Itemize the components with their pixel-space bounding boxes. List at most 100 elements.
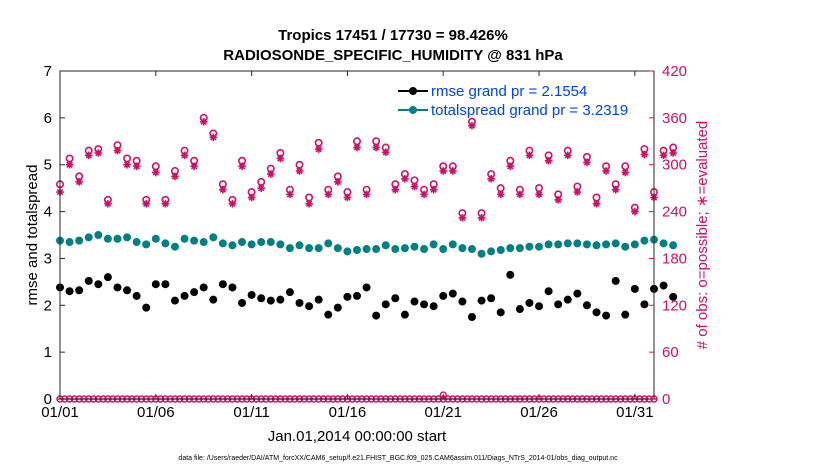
- totalspread-point: [324, 239, 333, 248]
- evaluated-obs-marker: [640, 150, 649, 159]
- evaluated-obs-marker: [516, 190, 524, 199]
- evaluated-obs-marker-stroke: [200, 118, 207, 125]
- evaluated-obs-marker: [353, 143, 361, 152]
- legend-marker-totalspread: [409, 106, 417, 114]
- y-axis-label-right: # of obs: o=possible; ∗=evaluated: [694, 121, 711, 350]
- rmse-point: [372, 311, 381, 320]
- totalspread-point: [113, 234, 122, 243]
- x-tick-label: 01/26: [520, 404, 558, 421]
- evaluated-obs-marker: [525, 151, 534, 160]
- evaluated-obs-marker: [410, 182, 419, 191]
- evaluated-obs-marker-stroke: [593, 200, 600, 207]
- evaluated-obs-marker: [142, 199, 151, 208]
- y-tick-label-right: 300: [662, 157, 687, 174]
- plot-frame: [59, 70, 655, 400]
- rmse-point: [381, 300, 390, 309]
- totalspread-point: [458, 244, 467, 253]
- totalspread-point: [535, 242, 544, 251]
- evaluated-obs-marker-stroke: [574, 188, 581, 196]
- totalspread-point: [477, 249, 486, 258]
- rmse-point: [151, 280, 160, 289]
- evaluated-obs-marker: [295, 167, 304, 175]
- totalspread-point: [295, 241, 304, 250]
- evaluated-obs-marker: [209, 133, 218, 142]
- evaluated-obs-marker: [477, 214, 486, 222]
- evaluated-obs-marker-stroke: [104, 200, 112, 207]
- y-tick-label-left: 7: [44, 63, 52, 80]
- evaluated-obs-marker-stroke: [612, 186, 619, 193]
- footnote-datafile: data file: /Users/raeder/DAI/ATM_forcXX/…: [178, 455, 618, 462]
- evaluated-obs-marker-stroke: [564, 152, 571, 159]
- evaluated-obs-marker-stroke: [257, 184, 265, 192]
- totalspread-point: [487, 247, 496, 256]
- legend: rmse grand pr = 2.1554 totalspread grand…: [398, 83, 628, 119]
- totalspread-point: [132, 238, 141, 247]
- evaluated-obs-marker: [276, 154, 285, 163]
- evaluated-obs-marker-stroke: [363, 191, 370, 198]
- y-tick-label-left: 2: [44, 297, 52, 314]
- rmse-point: [439, 291, 448, 300]
- x-tick-label: 01/11: [233, 404, 269, 421]
- rmse-point: [103, 273, 112, 282]
- evaluated-obs-marker: [152, 168, 160, 177]
- totalspread-point: [218, 239, 227, 248]
- x-tick-label: 01/16: [329, 404, 367, 421]
- evaluated-obs-marker-stroke: [440, 167, 447, 175]
- rmse-point: [84, 276, 93, 285]
- totalspread-point: [391, 245, 400, 254]
- evaluated-obs-marker: [611, 185, 620, 194]
- rmse-point: [94, 280, 103, 289]
- evaluated-obs-marker: [199, 117, 208, 126]
- evaluated-obs-marker-stroke: [487, 175, 495, 182]
- totalspread-point: [65, 238, 74, 247]
- evaluated-obs-marker: [592, 199, 601, 208]
- totalspread-point: [94, 231, 103, 239]
- rmse-point: [544, 287, 553, 296]
- evaluated-obs-marker: [104, 199, 112, 208]
- evaluated-obs-marker-stroke: [344, 194, 351, 201]
- rmse-point: [180, 291, 189, 300]
- totalspread-point: [621, 242, 630, 251]
- evaluated-obs-marker: [583, 158, 591, 167]
- y-tick-label-right: 180: [662, 250, 687, 267]
- rmse-point: [218, 280, 227, 289]
- totalspread-point: [75, 236, 84, 245]
- evaluated-obs-marker: [362, 190, 371, 199]
- totalspread-point: [84, 233, 93, 242]
- evaluated-obs-marker: [401, 174, 409, 183]
- evaluated-obs-marker-stroke: [181, 152, 188, 159]
- evaluated-obs-marker: [602, 167, 610, 175]
- rmse-point: [305, 302, 314, 311]
- y-tick-label-right: 360: [662, 110, 687, 127]
- rmse-point: [400, 310, 409, 319]
- evaluated-obs-marker: [381, 148, 390, 157]
- rmse-point: [592, 308, 601, 317]
- rmse-point: [132, 291, 141, 300]
- evaluated-obs-marker-stroke: [669, 149, 677, 157]
- evaluated-obs-marker-stroke: [315, 145, 322, 153]
- rmse-point: [525, 298, 534, 307]
- evaluated-obs-marker: [449, 167, 457, 175]
- evaluated-obs-marker-stroke: [392, 186, 399, 193]
- rmse-point: [170, 296, 179, 305]
- x-tick-label: 01/21: [424, 404, 462, 421]
- evaluated-obs-marker: [343, 193, 352, 202]
- evaluated-obs-marker: [324, 190, 333, 199]
- rmse-point: [496, 308, 505, 317]
- evaluated-obs-marker: [496, 190, 505, 199]
- totalspread-point: [333, 244, 342, 253]
- evaluated-obs-marker-stroke: [152, 169, 160, 176]
- evaluated-obs-marker-stroke: [622, 169, 629, 176]
- totalspread-point: [276, 240, 285, 249]
- totalspread-point: [266, 238, 275, 247]
- evaluated-obs-marker: [391, 185, 400, 194]
- evaluated-obs-marker-stroke: [372, 144, 380, 151]
- evaluated-obs-marker: [94, 149, 103, 157]
- chart-title-line1: Tropics 17451 / 17730 = 98.426%: [278, 27, 508, 44]
- evaluated-obs-marker: [286, 190, 294, 199]
- y-tick-label-left: 5: [44, 157, 52, 174]
- totalspread-point: [123, 233, 132, 242]
- rmse-point: [563, 295, 572, 304]
- evaluated-obs-marker: [554, 196, 562, 204]
